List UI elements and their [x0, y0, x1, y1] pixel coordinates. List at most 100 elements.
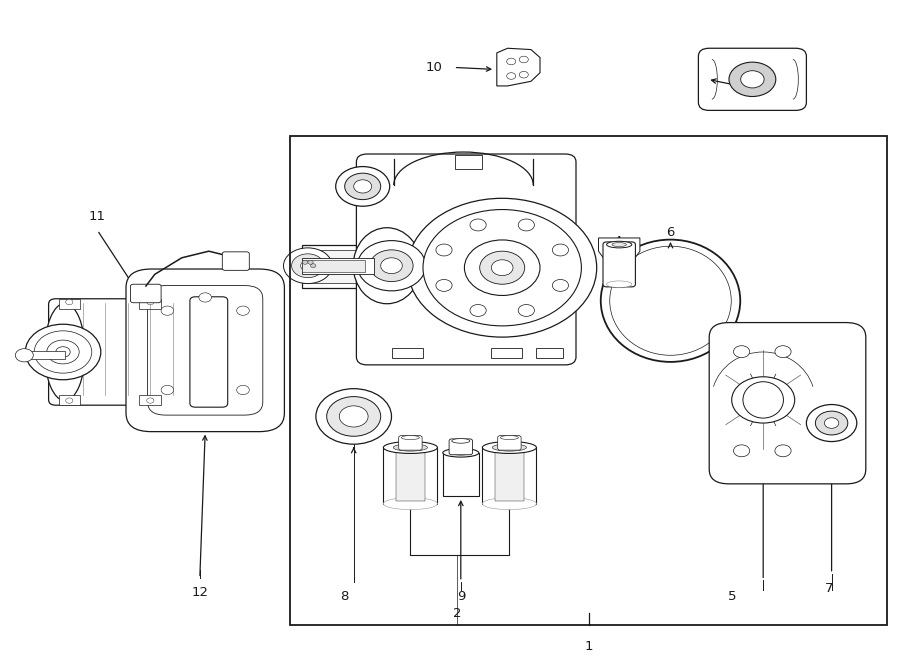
Circle shape [436, 244, 452, 256]
Bar [58, 395, 80, 405]
Bar [290, 136, 886, 625]
Ellipse shape [393, 444, 428, 451]
Polygon shape [497, 48, 540, 86]
FancyBboxPatch shape [603, 242, 635, 287]
Circle shape [518, 305, 535, 317]
Ellipse shape [612, 243, 626, 247]
Bar [302, 260, 365, 272]
FancyBboxPatch shape [356, 154, 576, 365]
Circle shape [308, 260, 313, 264]
Bar [392, 348, 423, 358]
Ellipse shape [492, 444, 526, 451]
Circle shape [734, 346, 750, 358]
Circle shape [161, 385, 174, 395]
Circle shape [25, 324, 101, 379]
Bar [482, 447, 536, 504]
Circle shape [734, 445, 750, 457]
Text: 9: 9 [457, 590, 466, 603]
Ellipse shape [452, 439, 470, 443]
FancyBboxPatch shape [709, 323, 866, 484]
Ellipse shape [607, 241, 632, 248]
Circle shape [284, 248, 332, 284]
Circle shape [345, 173, 381, 200]
Text: 3: 3 [737, 83, 745, 96]
Polygon shape [598, 238, 640, 288]
Circle shape [436, 280, 452, 292]
Circle shape [354, 180, 372, 193]
Bar [140, 299, 161, 309]
Text: 5: 5 [728, 590, 737, 603]
Text: 6: 6 [666, 226, 675, 239]
Text: 12: 12 [192, 586, 208, 600]
Ellipse shape [610, 246, 731, 356]
Circle shape [470, 219, 486, 231]
Circle shape [336, 167, 390, 206]
Circle shape [56, 346, 70, 357]
Circle shape [519, 71, 528, 78]
Circle shape [518, 219, 535, 231]
Text: 8: 8 [340, 590, 349, 603]
Circle shape [316, 389, 392, 444]
Circle shape [423, 210, 581, 326]
Circle shape [66, 398, 73, 403]
Ellipse shape [607, 281, 632, 288]
FancyBboxPatch shape [49, 299, 216, 405]
Bar [443, 453, 479, 496]
Ellipse shape [383, 498, 437, 510]
Circle shape [480, 251, 525, 284]
FancyBboxPatch shape [498, 436, 521, 450]
Ellipse shape [383, 442, 437, 453]
Ellipse shape [45, 303, 86, 401]
FancyBboxPatch shape [449, 439, 473, 455]
Ellipse shape [482, 498, 536, 510]
Bar [396, 450, 425, 501]
Ellipse shape [450, 451, 472, 455]
Bar [491, 348, 522, 358]
Circle shape [519, 56, 528, 63]
Circle shape [507, 73, 516, 79]
Circle shape [47, 340, 79, 364]
Circle shape [408, 198, 597, 337]
Circle shape [824, 418, 839, 428]
Circle shape [553, 244, 569, 256]
Circle shape [339, 406, 368, 427]
Circle shape [237, 306, 249, 315]
Circle shape [147, 299, 154, 305]
Circle shape [553, 280, 569, 292]
Ellipse shape [401, 436, 419, 440]
Circle shape [357, 241, 426, 291]
Bar [495, 450, 524, 501]
Circle shape [732, 377, 795, 423]
FancyBboxPatch shape [698, 48, 806, 110]
Text: 2: 2 [453, 607, 462, 620]
Circle shape [470, 305, 486, 317]
Ellipse shape [500, 436, 518, 440]
Text: 7: 7 [824, 582, 833, 595]
Bar [140, 395, 161, 405]
Circle shape [237, 385, 249, 395]
Circle shape [161, 306, 174, 315]
Circle shape [507, 58, 516, 65]
Circle shape [370, 250, 413, 282]
Ellipse shape [601, 239, 740, 362]
Circle shape [491, 260, 513, 276]
Bar [383, 447, 437, 504]
FancyBboxPatch shape [190, 297, 228, 407]
Bar [454, 155, 482, 169]
Circle shape [741, 71, 764, 88]
Bar [20, 351, 65, 359]
Bar [302, 258, 374, 274]
Bar [536, 348, 562, 358]
Ellipse shape [443, 448, 479, 457]
Ellipse shape [353, 227, 421, 304]
Text: 10: 10 [426, 61, 443, 74]
FancyBboxPatch shape [399, 436, 422, 450]
FancyBboxPatch shape [126, 269, 284, 432]
Bar [302, 245, 383, 288]
FancyBboxPatch shape [148, 286, 263, 415]
Circle shape [775, 346, 791, 358]
Circle shape [292, 254, 324, 278]
Circle shape [775, 445, 791, 457]
Circle shape [381, 258, 402, 274]
Circle shape [327, 397, 381, 436]
